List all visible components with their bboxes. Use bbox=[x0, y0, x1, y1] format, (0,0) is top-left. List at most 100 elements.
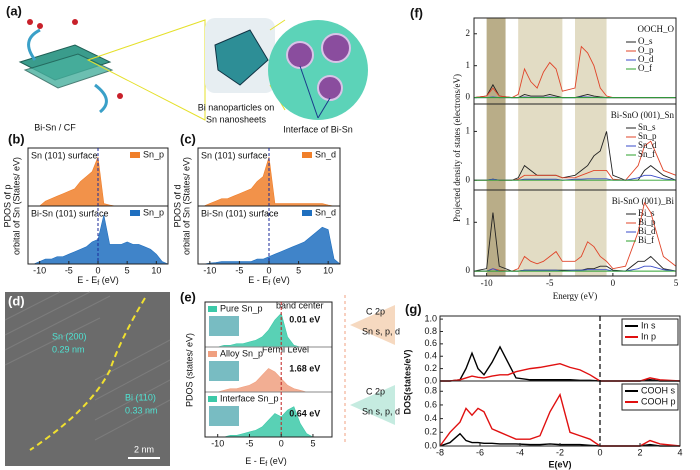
legend-label: Bi_d bbox=[638, 226, 656, 236]
legend-label: Bi_s bbox=[638, 208, 655, 218]
y-tick-label: 0.6 bbox=[424, 399, 437, 409]
legend-label: Bi_p bbox=[638, 217, 656, 227]
legend-label: O_f bbox=[638, 63, 652, 73]
pointer bbox=[299, 65, 319, 119]
x-tick-label: 10 bbox=[323, 265, 333, 275]
x-tick-label: 5 bbox=[310, 438, 315, 448]
x-label-main: E - E bbox=[77, 275, 97, 285]
y-tick-label: 0.2 bbox=[424, 363, 437, 373]
legend-swatch bbox=[208, 396, 217, 402]
atom bbox=[27, 19, 33, 25]
x-tick-label: 5 bbox=[125, 265, 130, 275]
x-label-unit: (eV) bbox=[99, 275, 119, 285]
pointer bbox=[317, 97, 331, 119]
x-tick-label: 2 bbox=[637, 447, 642, 457]
y-label: PDOS of p bbox=[2, 184, 12, 227]
arrow bbox=[94, 83, 108, 114]
legend-label: Pure Sn_p bbox=[220, 303, 263, 313]
shift-label: 0.64 eV bbox=[289, 408, 320, 418]
x-label-sub: f bbox=[268, 280, 270, 287]
y-tick-label: 0.0 bbox=[424, 440, 437, 450]
particle bbox=[286, 41, 314, 69]
panel-a-art bbox=[18, 18, 368, 121]
x-label-unit: (eV) bbox=[267, 456, 287, 466]
x-label-unit: (eV) bbox=[270, 275, 290, 285]
subplot-title: Bi-Sn (101) surface bbox=[201, 208, 279, 218]
x-tick-label: -5 bbox=[235, 265, 243, 275]
legend-label: In p bbox=[641, 331, 656, 341]
annotation: Sn s, p, d bbox=[362, 326, 400, 336]
caption: Bi nanoparticles on bbox=[198, 102, 275, 112]
side-diagram bbox=[344, 295, 395, 445]
annotation: band center bbox=[276, 300, 324, 310]
energy-band bbox=[486, 18, 506, 276]
x-tick-label: 0 bbox=[266, 265, 271, 275]
y-tick-label: 0.4 bbox=[424, 351, 437, 361]
y-label: DOS(states/eV) bbox=[402, 349, 412, 414]
y-tick-label: 1 bbox=[466, 125, 471, 135]
atom bbox=[117, 93, 123, 99]
x-tick-label: -5 bbox=[245, 438, 253, 448]
x-tick-label: -5 bbox=[546, 278, 554, 288]
legend-label: Sn_p bbox=[143, 207, 164, 217]
y-tick-label: 0 bbox=[466, 92, 471, 102]
panel-label: (b) bbox=[8, 131, 25, 146]
panel-label: (a) bbox=[6, 3, 22, 18]
legend-swatch bbox=[208, 351, 217, 357]
area-fill bbox=[205, 406, 332, 437]
panel-label: (g) bbox=[405, 301, 422, 316]
y-tick-label: 1 bbox=[466, 60, 471, 70]
legend-swatch bbox=[302, 152, 312, 158]
crystal-inset bbox=[209, 361, 239, 381]
crystal-inset bbox=[209, 406, 239, 426]
legend-label: Alloy Sn_p bbox=[220, 348, 263, 358]
y-tick-label: 0.8 bbox=[424, 326, 437, 336]
x-label: E(eV) bbox=[548, 459, 571, 469]
x-label-main: E - E bbox=[248, 275, 268, 285]
panel-label: (e) bbox=[180, 289, 196, 304]
foam bbox=[23, 53, 114, 89]
area-fill bbox=[28, 156, 168, 206]
x-label: E - Ef (eV) bbox=[77, 275, 118, 286]
legend-label: Sn_d bbox=[315, 207, 336, 217]
crystal-inset bbox=[209, 316, 239, 336]
legend-label: O_s bbox=[638, 36, 653, 46]
x-label: E - Ef (eV) bbox=[248, 275, 289, 286]
legend-label: COOH p bbox=[641, 396, 676, 406]
x-tick-label: 0 bbox=[95, 265, 100, 275]
lattice-fringes bbox=[4, 291, 171, 441]
subplot-title: Bi-Sn (101) surface bbox=[31, 208, 109, 218]
plot-frame bbox=[204, 301, 333, 438]
annotation: 0.29 nm bbox=[52, 344, 85, 354]
y-tick-label: 0.8 bbox=[424, 386, 437, 396]
curve bbox=[198, 156, 340, 207]
zoom-lines bbox=[269, 19, 286, 31]
scale-label: 2 nm bbox=[134, 444, 154, 454]
curve bbox=[440, 362, 681, 382]
x-label-sub: f bbox=[97, 280, 99, 287]
legend-box bbox=[621, 383, 679, 411]
panel-label: (f) bbox=[410, 5, 423, 20]
particle bbox=[317, 75, 343, 101]
x-tick-label: -5 bbox=[65, 265, 73, 275]
y-tick-label: 0.0 bbox=[424, 375, 437, 385]
subplot-title: Bi-SnO (001)_Bi bbox=[612, 196, 675, 206]
plot-frame bbox=[473, 17, 677, 277]
x-tick-label: -10 bbox=[211, 438, 224, 448]
x-tick-label: -2 bbox=[556, 447, 564, 457]
y-tick-label: 0.2 bbox=[424, 427, 437, 437]
legend-label: Sn_d bbox=[638, 140, 657, 150]
subplot-title: Bi-SnO (001)_Sn bbox=[611, 110, 675, 120]
y-label: orbital of Sn (States/ eV) bbox=[11, 157, 21, 255]
x-tick-label: 5 bbox=[296, 265, 301, 275]
arrow bbox=[27, 28, 41, 61]
legend-label: Sn_d bbox=[315, 149, 336, 159]
y-tick-label: 2 bbox=[466, 28, 471, 38]
legend-label: Interface Sn_p bbox=[220, 393, 279, 403]
x-tick-label: -10 bbox=[481, 278, 493, 288]
x-tick-label: 0 bbox=[279, 438, 284, 448]
x-tick-label: -8 bbox=[436, 447, 444, 457]
legend-swatch bbox=[130, 152, 140, 158]
sphere bbox=[268, 20, 368, 120]
